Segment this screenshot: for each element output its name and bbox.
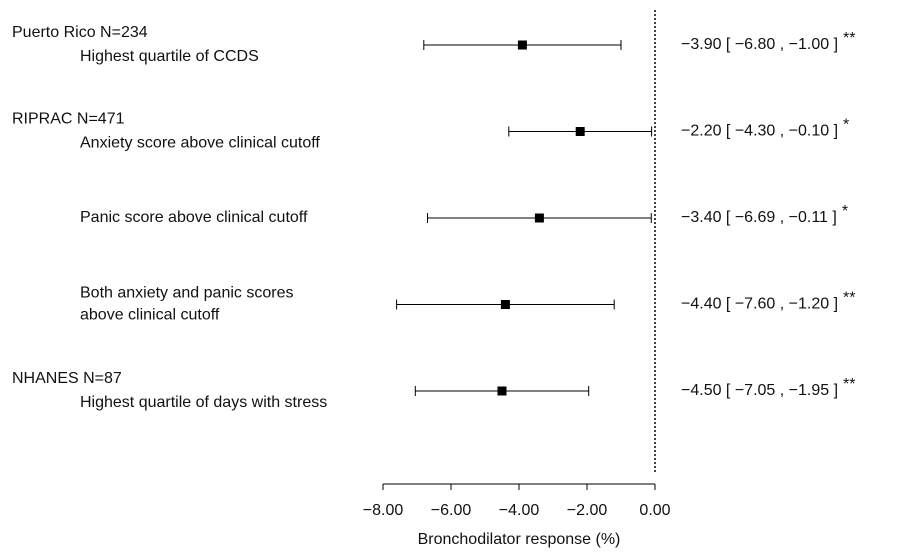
- row-label: above clinical cutoff: [80, 307, 220, 324]
- x-tick-label: 0.00: [639, 502, 670, 519]
- row-label: Highest quartile of days with stress: [80, 394, 327, 411]
- row-label: Highest quartile of CCDS: [80, 48, 259, 65]
- significance: *: [842, 203, 848, 220]
- x-axis-title: Bronchodilator response (%): [418, 531, 621, 548]
- group-label: Puerto Rico N=234: [12, 24, 148, 41]
- point-estimate: [517, 40, 527, 50]
- interval-label: −4.40 [ −7.60 , −1.20 ]: [681, 296, 838, 313]
- significance: **: [843, 290, 855, 307]
- interval-label: −3.40 [ −6.69 , −0.11 ]: [681, 209, 837, 226]
- point-estimate: [497, 386, 507, 396]
- interval-text: −3.90 [ −6.80 , −1.00 ] **: [681, 30, 855, 53]
- interval-text: −4.50 [ −7.05 , −1.95 ] **: [681, 376, 855, 399]
- row-label: Panic score above clinical cutoff: [80, 209, 308, 226]
- point-estimate: [534, 213, 544, 223]
- significance: **: [843, 30, 855, 47]
- row-label: Anxiety score above clinical cutoff: [80, 135, 320, 152]
- significance: **: [843, 376, 855, 393]
- interval-text: −2.20 [ −4.30 , −0.10 ] *: [681, 117, 849, 140]
- x-tick-label: −8.00: [363, 502, 404, 519]
- interval-label: −2.20 [ −4.30 , −0.10 ]: [681, 123, 838, 140]
- group-label: RIPRAC N=471: [12, 111, 125, 128]
- interval-text: −4.40 [ −7.60 , −1.20 ] **: [681, 290, 855, 313]
- row-label: Both anxiety and panic scores: [80, 285, 293, 302]
- significance: *: [843, 117, 849, 134]
- interval-text: −3.40 [ −6.69 , −0.11 ] *: [681, 203, 848, 226]
- x-tick-label: −4.00: [499, 502, 540, 519]
- x-tick-label: −2.00: [567, 502, 608, 519]
- interval-label: −4.50 [ −7.05 , −1.95 ]: [681, 382, 838, 399]
- x-tick-label: −6.00: [431, 502, 472, 519]
- point-estimate: [575, 127, 585, 136]
- interval-label: −3.90 [ −6.80 , −1.00 ]: [681, 36, 838, 53]
- point-estimate: [500, 300, 510, 309]
- group-label: NHANES N=87: [12, 370, 122, 387]
